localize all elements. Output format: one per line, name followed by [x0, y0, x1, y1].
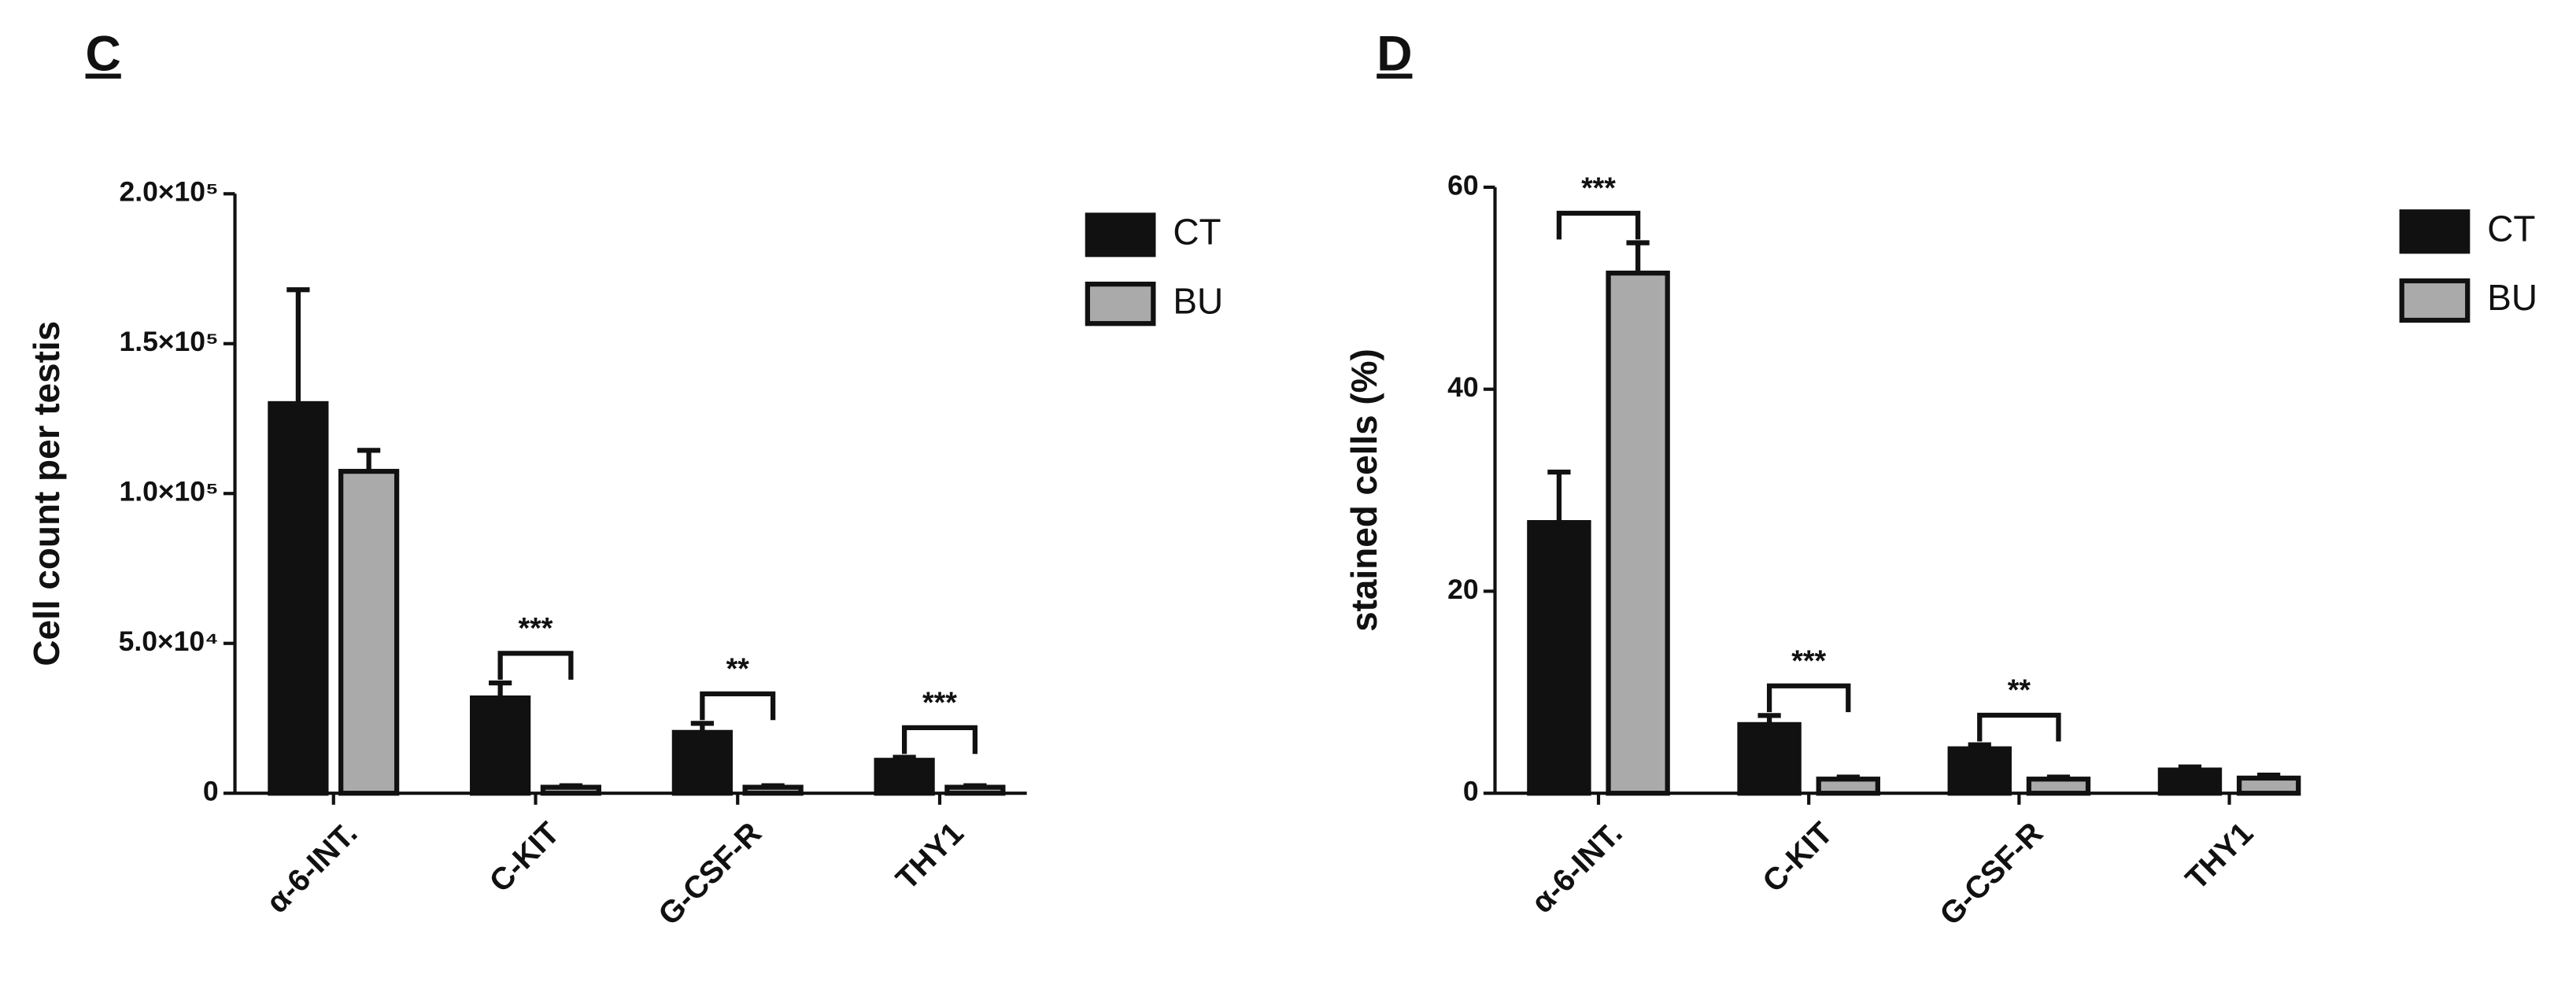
y-tick-label: 5.0×10⁴ — [119, 626, 219, 657]
legend-label: BU — [1173, 280, 1223, 321]
legend-label: CT — [2487, 208, 2535, 249]
x-tick-label: C-KIT — [1756, 816, 1839, 899]
bar — [1606, 270, 1670, 796]
significance-bracket — [1766, 683, 1851, 713]
panel-label: C — [86, 27, 121, 82]
bar — [1816, 777, 1880, 796]
legend-swatch — [1085, 281, 1156, 327]
legend-swatch — [2399, 278, 2471, 323]
significance-bracket — [497, 651, 574, 680]
bar — [874, 758, 935, 796]
y-tick-label: 1.0×10⁵ — [119, 476, 218, 507]
y-tick-label: 60 — [1447, 169, 1478, 201]
significance-bracket — [700, 691, 776, 721]
legend-label: BU — [2487, 277, 2537, 318]
y-tick-label: 0 — [1463, 776, 1479, 807]
y-tick-label: 20 — [1447, 574, 1478, 605]
x-tick-label: C-KIT — [482, 816, 566, 899]
significance-bracket — [901, 725, 978, 755]
y-tick-label: 1.5×10⁵ — [119, 326, 218, 357]
bar — [742, 784, 804, 796]
bar — [944, 784, 1006, 796]
bar — [2026, 777, 2091, 796]
y-axis-title: stained cells (%) — [1343, 349, 1384, 632]
y-tick-label: 2.0×10⁵ — [119, 176, 218, 208]
x-tick-label: G-CSF-R — [1933, 816, 2049, 932]
x-tick-label: THY1 — [889, 816, 970, 897]
panel-label: D — [1377, 27, 1412, 82]
bar — [2157, 767, 2223, 796]
significance-label: *** — [1581, 172, 1616, 205]
bar — [268, 400, 329, 796]
x-tick-label: α-6-INT. — [260, 816, 364, 920]
significance-label: *** — [1791, 644, 1826, 677]
legend-swatch — [1085, 212, 1156, 257]
y-axis-title: Cell count per testis — [26, 321, 67, 666]
bar — [338, 468, 400, 796]
significance-bracket — [1556, 210, 1641, 240]
bar — [1527, 520, 1591, 796]
bar — [470, 695, 531, 796]
significance-label: *** — [922, 686, 957, 719]
bar — [540, 784, 601, 796]
significance-label: *** — [519, 611, 553, 644]
bar — [2236, 775, 2301, 796]
legend-label: CT — [1173, 212, 1221, 253]
bar — [1947, 746, 2012, 796]
y-tick-label: 40 — [1447, 371, 1478, 403]
y-tick-label: 0 — [203, 776, 219, 807]
bar — [671, 729, 733, 796]
significance-label: ** — [726, 652, 750, 685]
significance-label: ** — [2008, 673, 2031, 707]
bar — [1737, 721, 1802, 796]
x-tick-label: α-6-INT. — [1525, 816, 1628, 920]
significance-bracket — [1977, 712, 2061, 742]
x-tick-label: THY1 — [2179, 816, 2260, 897]
x-tick-label: G-CSF-R — [652, 816, 768, 932]
legend-swatch — [2399, 209, 2471, 254]
